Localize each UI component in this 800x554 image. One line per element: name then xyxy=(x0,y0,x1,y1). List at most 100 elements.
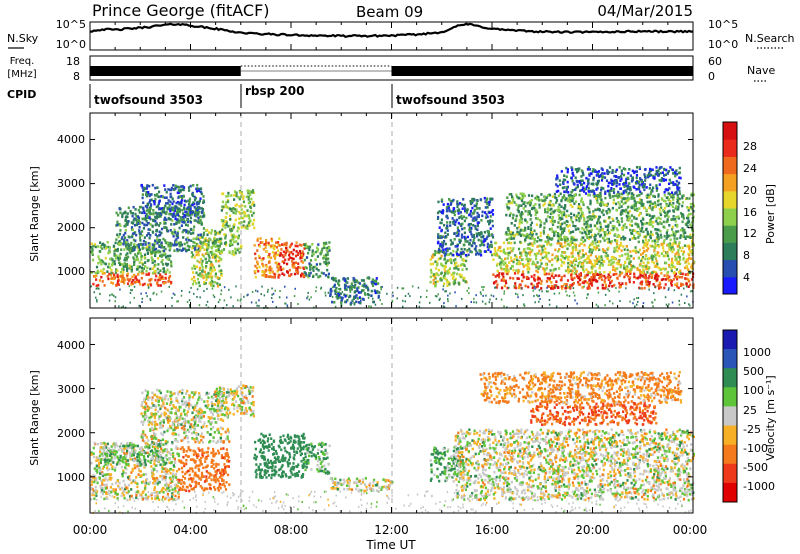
heatmap-cell xyxy=(587,246,591,249)
heatmap-cell xyxy=(560,278,563,282)
heatmap-cell xyxy=(653,249,656,252)
heatmap-cell xyxy=(587,232,590,235)
heatmap-cell xyxy=(619,213,623,216)
heatmap-cell xyxy=(654,173,657,176)
heatmap-cell xyxy=(577,257,581,260)
heatmap-cell xyxy=(453,213,456,217)
heatmap-cell xyxy=(477,215,480,219)
heatmap-cell xyxy=(190,251,193,254)
heatmap-cell xyxy=(435,267,438,270)
heatmap-cell xyxy=(174,243,177,247)
heatmap-cell xyxy=(581,286,584,289)
heatmap-cell xyxy=(254,257,257,260)
heatmap-cell xyxy=(444,265,447,269)
heatmap-cell xyxy=(137,245,140,249)
heatmap-cell xyxy=(187,186,191,189)
heatmap-cell xyxy=(460,214,463,218)
heatmap-cell xyxy=(586,219,589,223)
heatmap-cell xyxy=(367,288,370,292)
heatmap-cell xyxy=(149,212,152,216)
heatmap-cell xyxy=(349,285,352,288)
heatmap-cell xyxy=(202,231,206,235)
heatmap-cell xyxy=(148,236,151,240)
heatmap-cell xyxy=(366,276,369,280)
heatmap-cell xyxy=(238,251,241,254)
heatmap-cell xyxy=(181,196,184,200)
heatmap-cell xyxy=(225,211,228,215)
heatmap-cell xyxy=(180,243,183,247)
heatmap-cell xyxy=(236,229,239,233)
heatmap-cell xyxy=(168,258,171,261)
heatmap-cell xyxy=(506,264,509,268)
heatmap-cell xyxy=(247,191,250,195)
heatmap-cell xyxy=(523,248,526,251)
heatmap-cell xyxy=(458,238,461,242)
heatmap-cell xyxy=(552,269,555,272)
heatmap-cell xyxy=(490,197,493,201)
heatmap-cell xyxy=(168,207,171,211)
heatmap-cell xyxy=(202,211,205,215)
heatmap-cell xyxy=(588,271,592,275)
heatmap-cell xyxy=(521,279,524,283)
heatmap-cell xyxy=(238,197,241,201)
heatmap-cell xyxy=(667,254,670,258)
heatmap-cell xyxy=(367,276,371,280)
heatmap-cell xyxy=(145,209,148,212)
heatmap-cell xyxy=(254,271,257,275)
heatmap-cell xyxy=(257,269,260,273)
heatmap-cell xyxy=(140,243,143,246)
heatmap-cell xyxy=(181,185,184,188)
heatmap-cell xyxy=(622,226,625,229)
heatmap-cell xyxy=(648,204,652,208)
heatmap-cell xyxy=(666,244,669,247)
heatmap-cell xyxy=(144,204,147,208)
heatmap-cell xyxy=(686,216,689,220)
heatmap-cell xyxy=(119,263,122,266)
station-title: Prince George (fitACF) xyxy=(92,1,270,20)
freq-left-tick-top: 18 xyxy=(66,55,80,68)
heatmap-cell xyxy=(634,251,638,254)
heatmap-cell xyxy=(111,282,115,285)
heatmap-cell xyxy=(610,240,613,243)
heatmap-cell xyxy=(450,261,453,265)
heatmap-cell xyxy=(459,255,462,259)
heatmap-cell xyxy=(472,224,475,227)
heatmap-cell xyxy=(598,203,602,206)
nave-right-tick-top: 60 xyxy=(708,55,722,68)
heatmap-cell xyxy=(205,274,208,278)
heatmap-cell xyxy=(641,185,644,189)
heatmap-cell xyxy=(355,279,358,282)
heatmap-cell xyxy=(487,248,490,252)
heatmap-cell xyxy=(177,189,180,192)
heatmap-cell xyxy=(443,254,446,257)
heatmap-cell xyxy=(212,284,215,288)
heatmap-cell xyxy=(429,262,432,266)
heatmap-cell xyxy=(521,263,525,266)
heatmap-cell xyxy=(108,262,111,266)
heatmap-cell xyxy=(152,209,155,212)
heatmap-cell xyxy=(176,248,179,251)
heatmap-cell xyxy=(227,191,230,195)
heatmap-cell xyxy=(283,273,286,277)
heatmap-cell xyxy=(154,247,158,251)
heatmap-cell xyxy=(130,268,133,271)
heatmap-cell xyxy=(300,272,304,276)
heatmap-cell xyxy=(480,235,483,239)
heatmap-cell xyxy=(437,257,440,261)
heatmap-cell xyxy=(492,252,495,256)
heatmap-cell xyxy=(643,286,646,290)
heatmap-cell xyxy=(467,223,470,227)
heatmap-cell xyxy=(657,236,660,239)
heatmap-cell xyxy=(492,258,495,261)
heatmap-cell xyxy=(659,217,662,221)
heatmap-cell xyxy=(136,258,139,261)
heatmap-cell xyxy=(612,273,615,276)
heatmap-cell xyxy=(546,277,549,280)
heatmap-cell xyxy=(591,270,594,274)
heatmap-cell xyxy=(146,251,149,255)
heatmap-cell xyxy=(573,271,576,275)
heatmap-cell xyxy=(513,234,516,238)
heatmap-cell xyxy=(442,203,445,206)
heatmap-cell xyxy=(611,182,614,186)
heatmap-cell xyxy=(200,192,203,196)
